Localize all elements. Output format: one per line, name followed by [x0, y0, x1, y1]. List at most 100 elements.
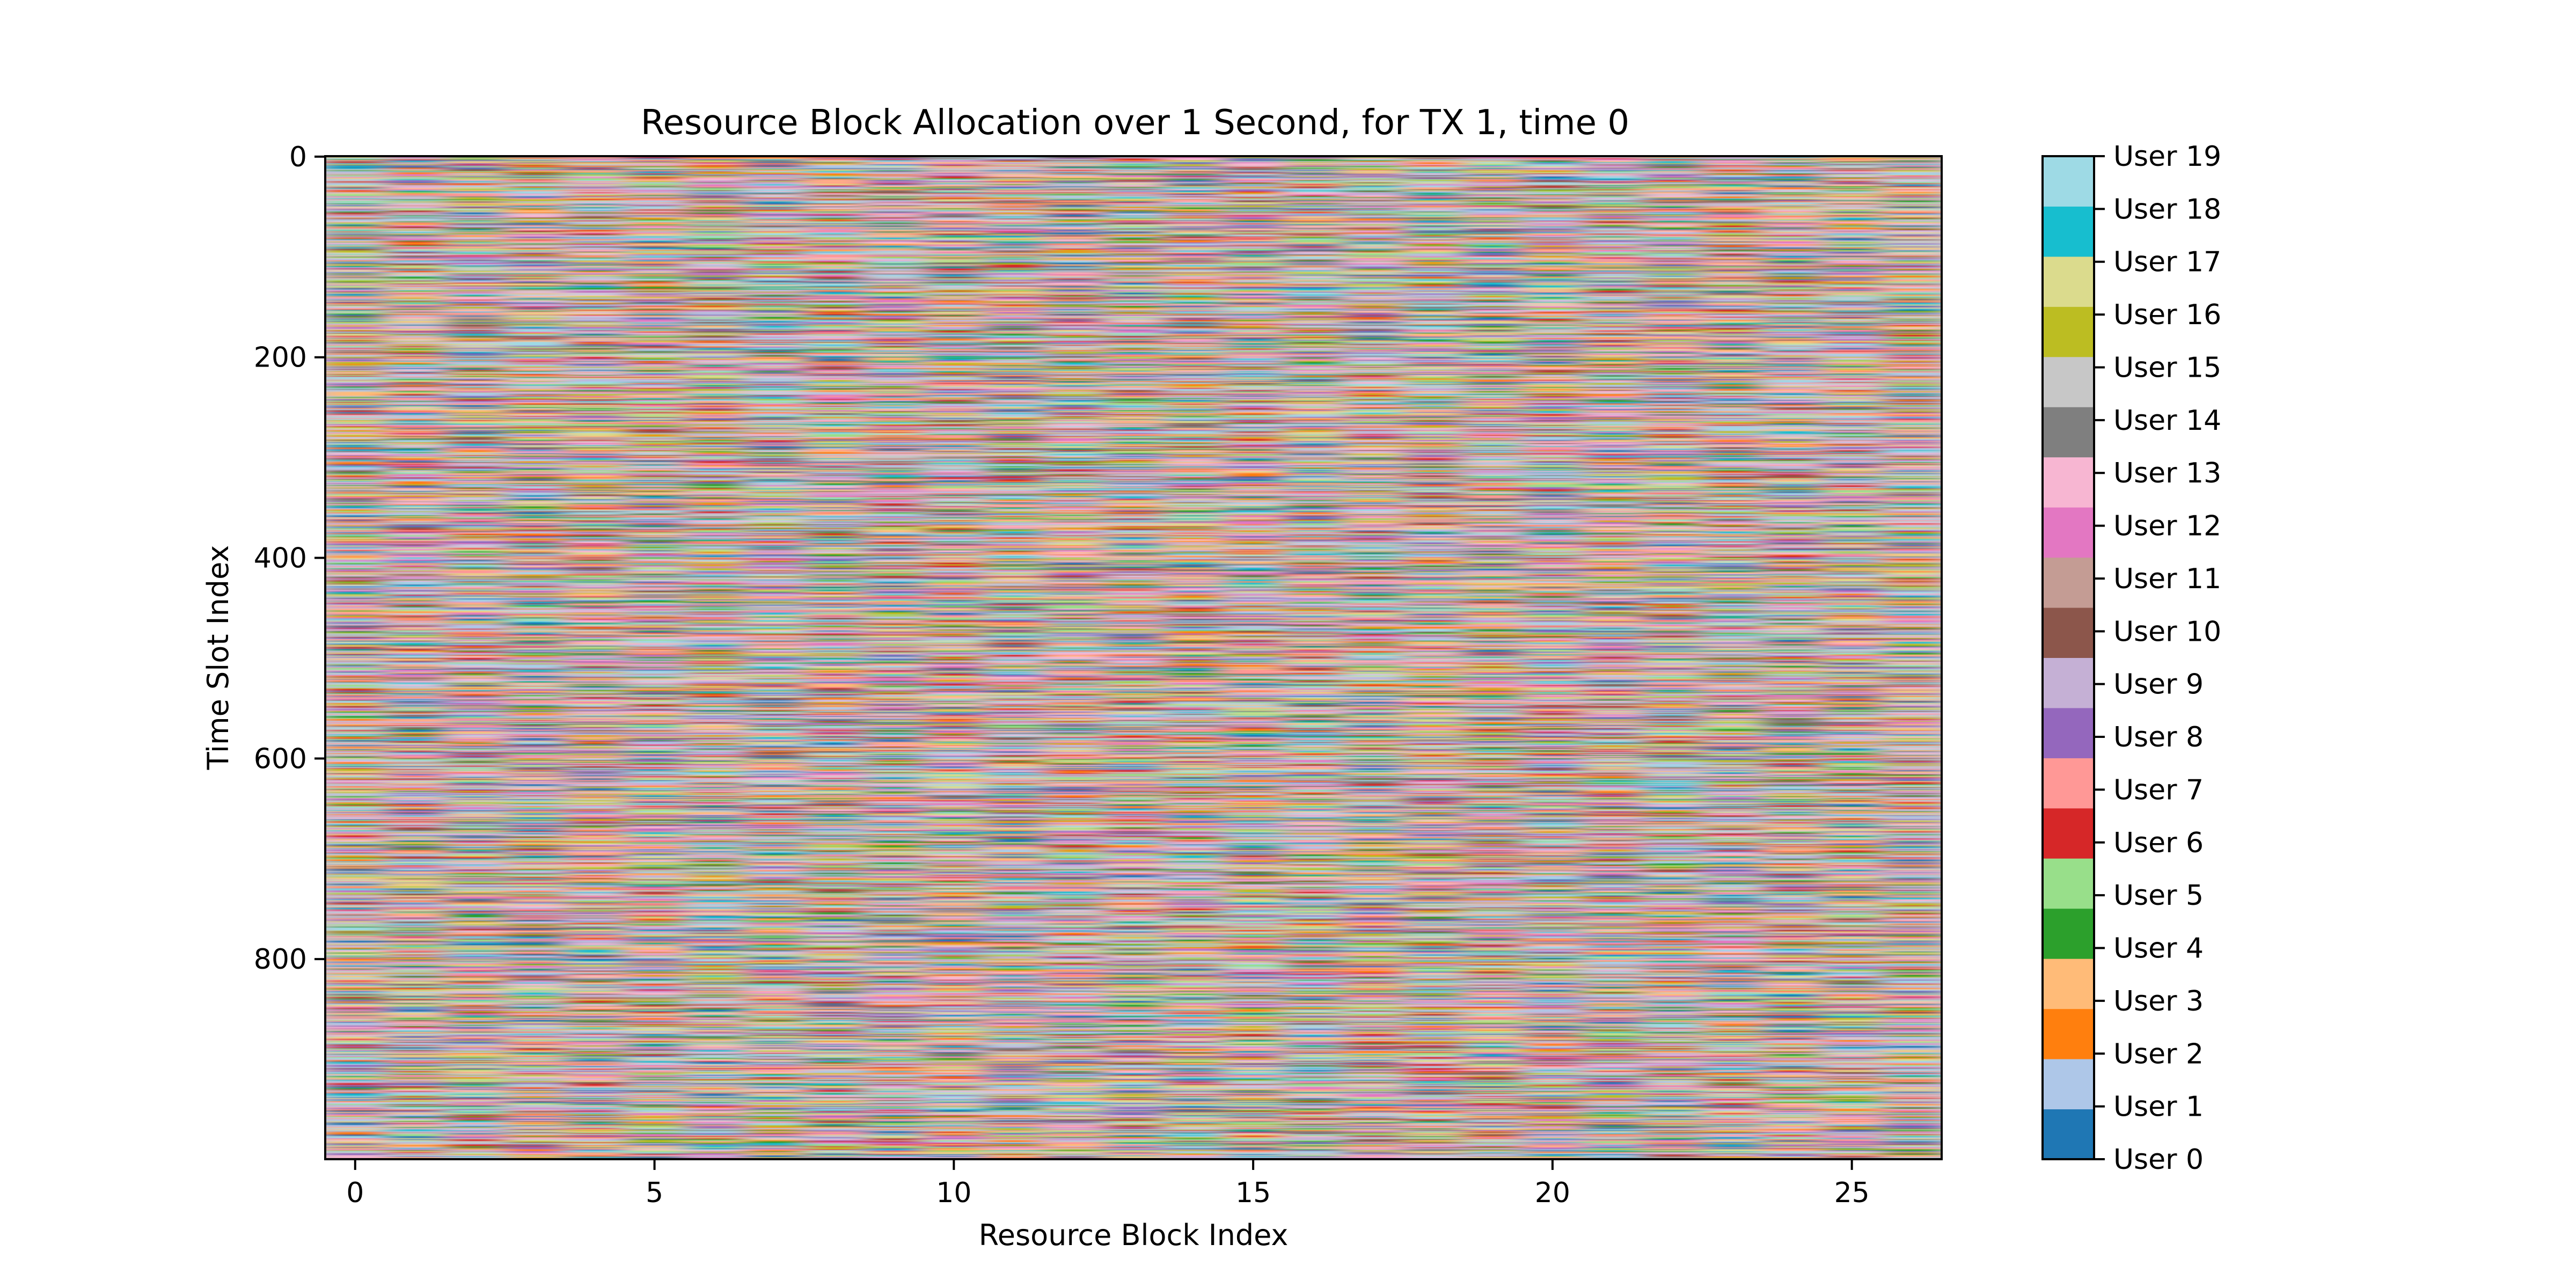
- heatmap-cell: [1403, 158, 1463, 160]
- heatmap-cell: [744, 170, 805, 172]
- heatmap-cell: [445, 254, 506, 256]
- heatmap-cell: [1882, 248, 1942, 250]
- heatmap-cell: [1403, 236, 1463, 238]
- heatmap-cell: [804, 229, 865, 231]
- heatmap-cell: [445, 178, 506, 180]
- heatmap-cell: [744, 232, 805, 234]
- heatmap-cell: [1403, 165, 1463, 167]
- heatmap-cell: [684, 169, 745, 171]
- heatmap-cell: [1821, 178, 1883, 180]
- heatmap-cell: [1343, 191, 1403, 193]
- heatmap-cell: [1882, 255, 1942, 257]
- heatmap-cell: [1223, 206, 1284, 208]
- heatmap-cell: [325, 195, 386, 197]
- heatmap-cell: [1523, 218, 1583, 220]
- heatmap-cell: [504, 158, 565, 160]
- heatmap-cell: [624, 246, 685, 248]
- heatmap-cell: [1283, 258, 1344, 260]
- heatmap-cell: [624, 250, 685, 252]
- heatmap-cell: [924, 202, 984, 204]
- heatmap-cell: [565, 222, 625, 224]
- heatmap-cell: [624, 181, 685, 182]
- heatmap-cell: [385, 214, 445, 216]
- heatmap-cell: [1163, 233, 1224, 235]
- heatmap-cell: [504, 251, 565, 253]
- heatmap-cell: [1343, 240, 1403, 242]
- heatmap-cell: [1043, 192, 1104, 194]
- heatmap-cell: [1523, 203, 1583, 205]
- heatmap-cell: [445, 198, 506, 200]
- heatmap-cell: [1882, 226, 1942, 228]
- heatmap-cell: [1882, 250, 1942, 252]
- heatmap-cell: [325, 208, 386, 210]
- heatmap-cell: [1223, 225, 1284, 227]
- heatmap-cell: [1043, 240, 1104, 242]
- heatmap-cell: [1882, 199, 1942, 201]
- heatmap-cell: [864, 237, 925, 239]
- heatmap-cell: [864, 234, 925, 236]
- heatmap-cell: [1702, 216, 1762, 218]
- heatmap-cell: [864, 180, 925, 182]
- heatmap-cell: [1462, 227, 1523, 229]
- heatmap-cell: [1523, 194, 1583, 196]
- heatmap-cell: [1163, 264, 1224, 266]
- heatmap-cell: [1821, 239, 1883, 241]
- heatmap-cell: [804, 205, 865, 207]
- heatmap-cell: [504, 188, 565, 190]
- heatmap-cell: [1582, 219, 1643, 221]
- heatmap-cell: [1462, 180, 1523, 182]
- heatmap-cell: [1523, 170, 1583, 172]
- heatmap-cell: [445, 252, 506, 254]
- heatmap-cell: [325, 259, 386, 261]
- heatmap-cell: [1403, 195, 1463, 197]
- heatmap-cell: [1403, 204, 1463, 206]
- heatmap-cell: [1223, 235, 1284, 237]
- heatmap-cell: [744, 251, 805, 253]
- heatmap-cell: [1642, 211, 1703, 213]
- heatmap-cell: [1103, 240, 1164, 242]
- heatmap-cell: [864, 222, 925, 224]
- heatmap-cell: [1642, 194, 1703, 196]
- heatmap-cell: [924, 258, 984, 260]
- heatmap-cell: [385, 223, 445, 225]
- heatmap-cell: [1821, 235, 1883, 237]
- heatmap-cell: [1582, 199, 1643, 201]
- heatmap-cell: [1343, 203, 1403, 205]
- heatmap-cell: [1343, 188, 1403, 190]
- heatmap-cell: [1821, 221, 1883, 223]
- heatmap-cell: [924, 158, 984, 160]
- heatmap-cell: [1283, 174, 1344, 175]
- heatmap-cell: [1223, 180, 1284, 182]
- heatmap-cell: [385, 230, 445, 232]
- heatmap-cell: [1882, 205, 1942, 207]
- heatmap-cell: [504, 175, 565, 177]
- heatmap-cell: [1283, 246, 1344, 248]
- heatmap-cell: [1103, 248, 1164, 250]
- heatmap-cell: [1762, 214, 1823, 216]
- heatmap-cell: [1582, 260, 1643, 262]
- heatmap-cell: [1103, 262, 1164, 264]
- heatmap-cell: [1762, 198, 1823, 200]
- heatmap-cell: [1223, 267, 1284, 269]
- heatmap-cell: [624, 165, 685, 167]
- heatmap-cell: [565, 177, 625, 179]
- heatmap-cell: [1882, 180, 1942, 182]
- heatmap-cell: [804, 245, 865, 247]
- heatmap-cell: [1043, 178, 1104, 180]
- heatmap-cell: [924, 176, 984, 178]
- heatmap-cell: [744, 175, 805, 177]
- heatmap-cell: [1642, 187, 1703, 189]
- heatmap-cell: [624, 223, 685, 225]
- heatmap-cell: [624, 260, 685, 262]
- heatmap-cell: [1642, 216, 1703, 218]
- heatmap-cell: [1762, 218, 1823, 220]
- heatmap-cell: [624, 209, 685, 211]
- heatmap-cell: [624, 248, 685, 250]
- heatmap-cell: [1163, 239, 1224, 241]
- heatmap-cell: [864, 159, 925, 160]
- heatmap-cell: [864, 165, 925, 167]
- heatmap-cell: [385, 157, 445, 159]
- heatmap-cell: [924, 256, 984, 258]
- heatmap-cell: [1043, 219, 1104, 221]
- heatmap-cell: [565, 253, 625, 255]
